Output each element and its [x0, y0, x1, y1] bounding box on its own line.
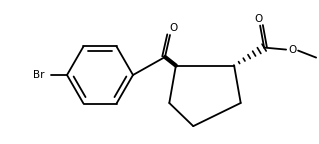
Text: O: O [169, 23, 177, 33]
Text: O: O [288, 45, 296, 55]
Text: O: O [254, 14, 262, 24]
Text: Br: Br [33, 70, 44, 80]
